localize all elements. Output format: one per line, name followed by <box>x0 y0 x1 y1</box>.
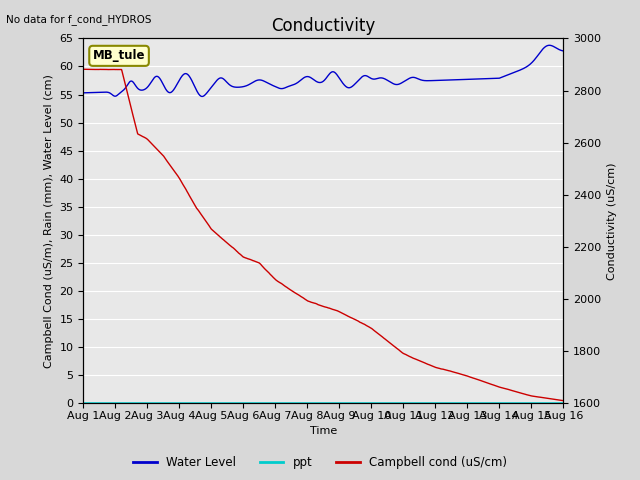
Text: MB_tule: MB_tule <box>93 49 145 62</box>
Y-axis label: Conductivity (uS/cm): Conductivity (uS/cm) <box>607 162 617 279</box>
Title: Conductivity: Conductivity <box>271 17 375 36</box>
Text: No data for f_cond_HYDROS: No data for f_cond_HYDROS <box>6 14 152 25</box>
X-axis label: Time: Time <box>310 426 337 436</box>
Y-axis label: Campbell Cond (uS/m), Rain (mm), Water Level (cm): Campbell Cond (uS/m), Rain (mm), Water L… <box>44 74 54 368</box>
Legend: Water Level, ppt, Campbell cond (uS/cm): Water Level, ppt, Campbell cond (uS/cm) <box>128 452 512 474</box>
